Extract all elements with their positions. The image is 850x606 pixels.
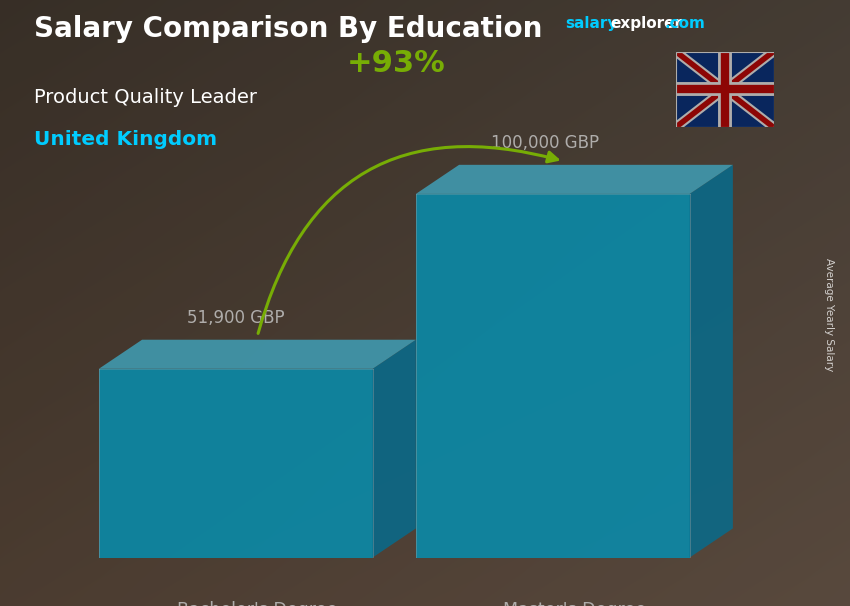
Text: 100,000 GBP: 100,000 GBP — [491, 134, 599, 152]
Polygon shape — [99, 340, 416, 369]
Text: 51,900 GBP: 51,900 GBP — [187, 309, 285, 327]
Text: United Kingdom: United Kingdom — [34, 130, 217, 149]
Bar — [416, 194, 689, 558]
Text: .com: .com — [665, 16, 706, 32]
Bar — [99, 369, 372, 558]
Text: Average Yearly Salary: Average Yearly Salary — [824, 259, 834, 371]
Polygon shape — [372, 340, 416, 558]
Text: explorer: explorer — [610, 16, 683, 32]
Text: Product Quality Leader: Product Quality Leader — [34, 88, 257, 107]
Polygon shape — [416, 165, 733, 194]
Text: Salary Comparison By Education: Salary Comparison By Education — [34, 15, 542, 43]
Text: Master's Degree: Master's Degree — [503, 601, 646, 606]
Text: +93%: +93% — [347, 48, 445, 78]
Text: Bachelor's Degree: Bachelor's Degree — [177, 601, 337, 606]
Polygon shape — [689, 165, 733, 558]
Text: salary: salary — [565, 16, 618, 32]
